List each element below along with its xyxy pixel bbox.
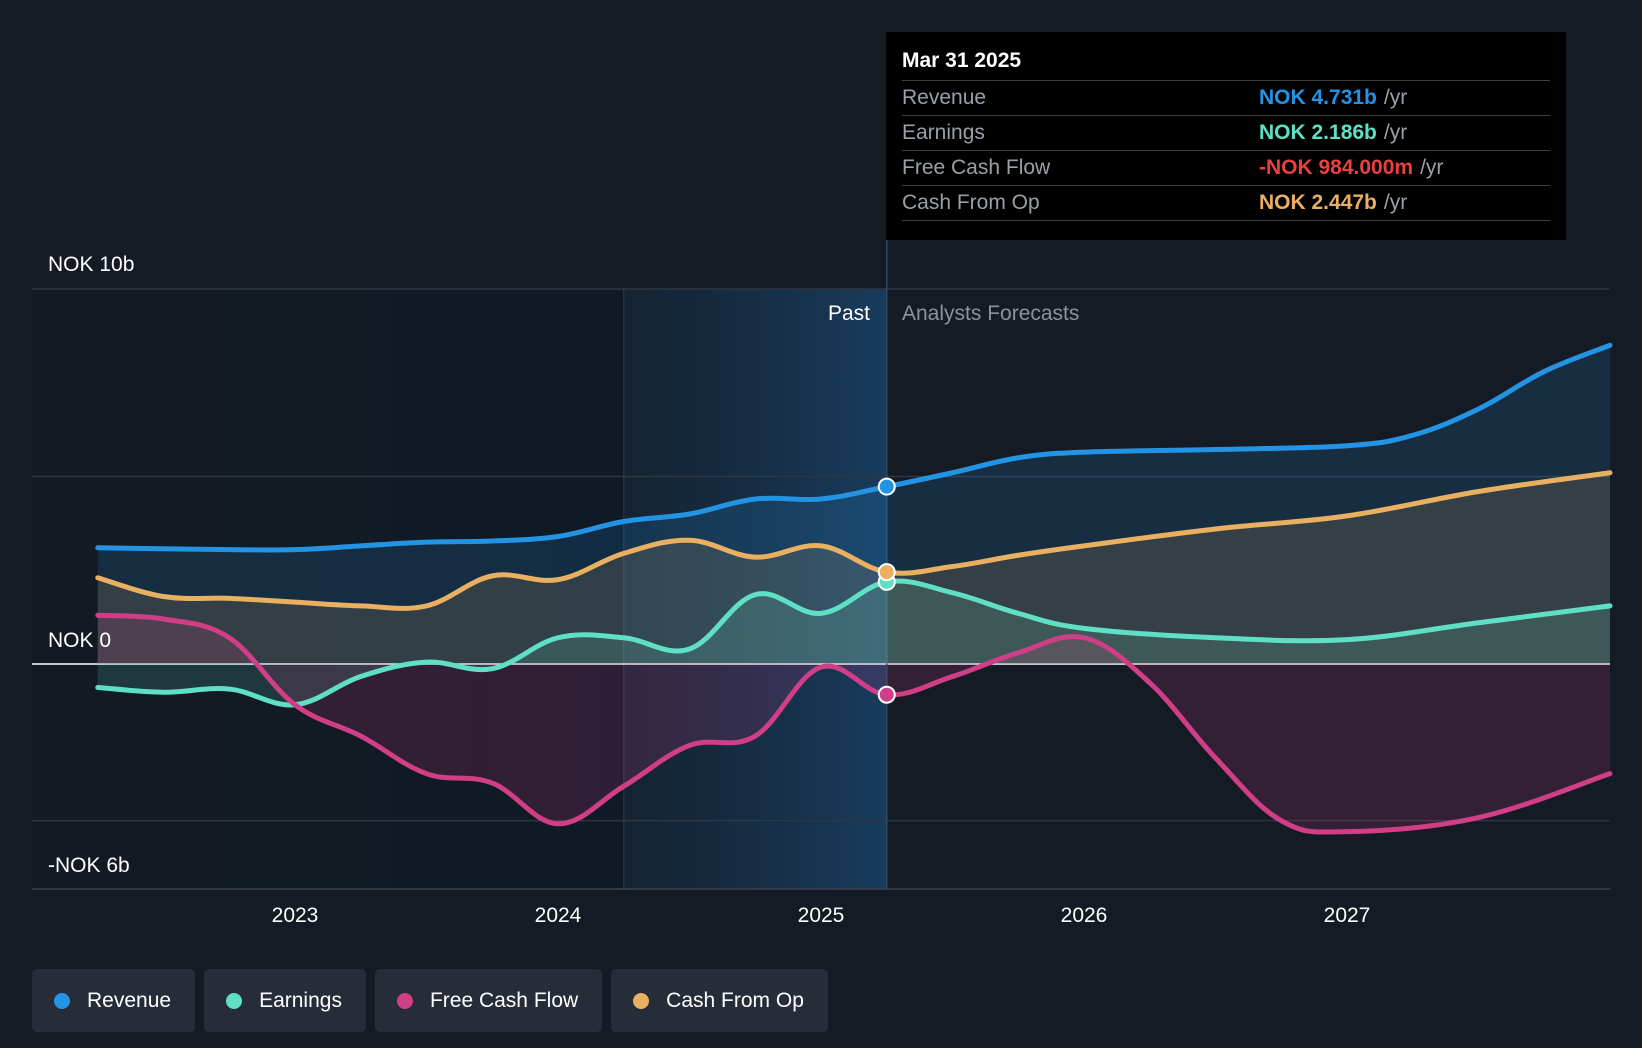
tooltip-date: Mar 31 2025 (902, 49, 1022, 72)
tooltip-row-revenue: Revenue NOK 4.731b /yr (902, 80, 1550, 115)
tooltip-row-fcf: Free Cash Flow -NOK 984.000m /yr (902, 150, 1550, 185)
y-label-top: NOK 10b (48, 253, 134, 276)
tooltip-label: Cash From Op (902, 191, 1040, 214)
tooltip-unit: /yr (1420, 156, 1444, 179)
x-tick-label: 2024 (535, 904, 582, 927)
x-tick-label: 2027 (1324, 904, 1371, 927)
tooltip-label: Earnings (902, 121, 985, 144)
past-label: Past (828, 302, 870, 325)
line-revenue (95, 342, 1613, 553)
legend-dot-icon (633, 992, 650, 1009)
legend-item-free-cash-flow[interactable]: Free Cash Flow (374, 969, 603, 1032)
area-cash-from-op (97, 472, 1610, 664)
legend-item-revenue[interactable]: Revenue (32, 969, 196, 1032)
tooltip-value: -NOK 984.000m (1259, 156, 1414, 179)
highlight-zone (623, 289, 887, 889)
x-tick-label: 2025 (798, 904, 845, 927)
legend-label: Revenue (87, 988, 172, 1012)
x-tick-label: 2023 (272, 904, 319, 927)
y-label-bottom: -NOK 6b (48, 854, 130, 877)
legend: Revenue Earnings Free Cash Flow Cash Fro… (32, 969, 828, 1032)
line-earnings (95, 578, 1613, 708)
tooltip-value: NOK 4.731b (1259, 86, 1377, 109)
tooltip-row-earnings: Earnings NOK 2.186b /yr (902, 115, 1550, 150)
legend-label: Cash From Op (666, 988, 804, 1012)
legend-label: Earnings (259, 988, 342, 1012)
marker-free-cash-flow (877, 685, 896, 704)
legend-label: Free Cash Flow (429, 988, 579, 1012)
tooltip-row-cfo: Cash From Op NOK 2.447b /yr (902, 185, 1550, 221)
tooltip-value: NOK 2.447b (1259, 191, 1377, 214)
tooltip-label: Revenue (902, 86, 987, 109)
legend-item-cash-from-op[interactable]: Cash From Op (611, 969, 828, 1032)
tooltip-unit: /yr (1383, 86, 1408, 109)
area-earnings (97, 580, 1610, 705)
tooltip-unit: /yr (1383, 191, 1408, 214)
marker-revenue (877, 477, 896, 496)
line-cash-from-op (95, 470, 1613, 611)
legend-dot-icon (396, 992, 413, 1009)
legend-item-earnings[interactable]: Earnings (204, 969, 366, 1032)
marker-cash-from-op (877, 563, 896, 582)
line-free-cash-flow (95, 612, 1613, 835)
legend-dot-icon (54, 992, 70, 1009)
tooltip-unit: /yr (1383, 121, 1408, 144)
x-tick-label: 2026 (1061, 904, 1108, 927)
tooltip: Mar 31 2025 Revenue NOK 4.731b /yr Earni… (886, 32, 1566, 240)
y-label-zero: NOK 0 (48, 629, 111, 652)
legend-dot-icon (226, 992, 243, 1009)
forecast-label: Analysts Forecasts (902, 302, 1079, 325)
tooltip-value: NOK 2.186b (1259, 121, 1377, 144)
tooltip-label: Free Cash Flow (902, 156, 1051, 179)
